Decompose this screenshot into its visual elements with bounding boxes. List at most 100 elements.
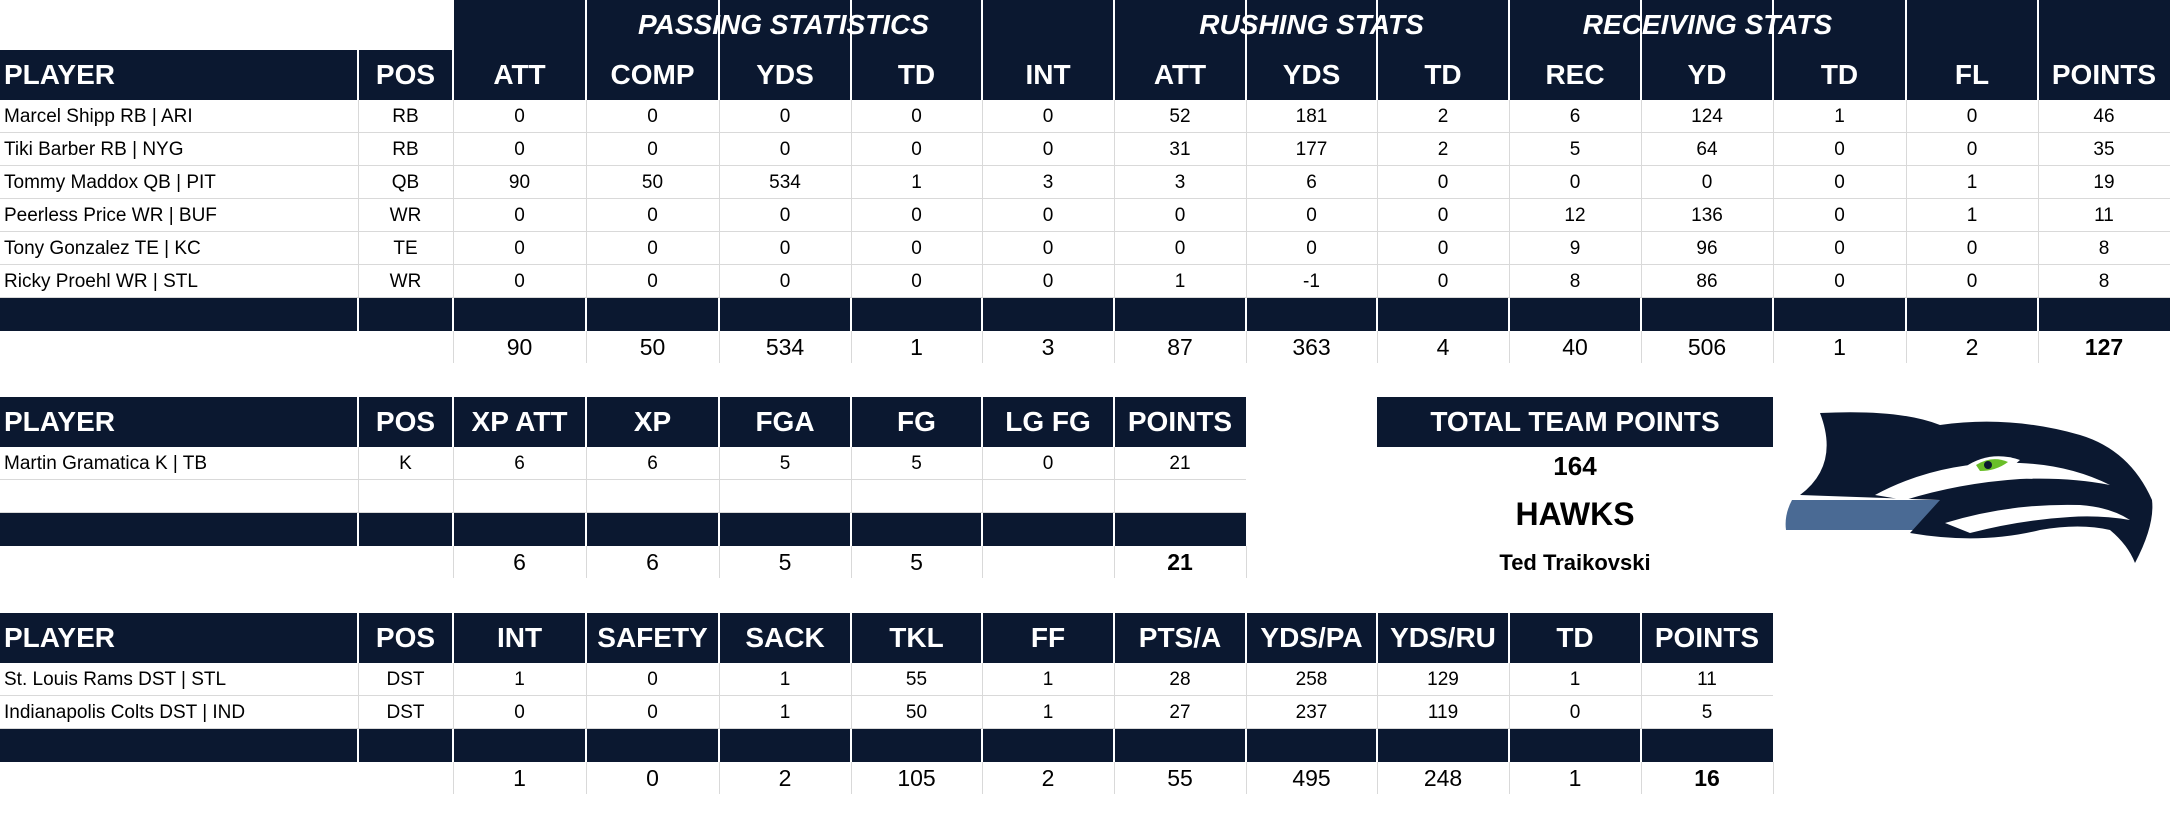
stat-cell: 64 — [1696, 138, 1718, 160]
totals-divider — [851, 546, 852, 578]
stat-total: 248 — [1423, 764, 1463, 791]
stat-cell: 0 — [647, 138, 658, 160]
header-divider — [1245, 0, 1247, 100]
totals-divider — [719, 546, 720, 578]
stat-total: 90 — [506, 333, 533, 360]
stat-cell: 534 — [769, 171, 801, 193]
stat-cell: 1 — [1042, 701, 1054, 723]
stat-cell: 55 — [905, 668, 928, 690]
team-name: HAWKS — [1515, 495, 1635, 532]
stat-cell: 19 — [2093, 171, 2115, 193]
column-header: FGA — [755, 406, 815, 437]
separator-divider — [357, 298, 359, 331]
stat-cell: 237 — [1295, 701, 1328, 723]
separator-divider — [452, 298, 454, 331]
column-divider — [1906, 100, 1907, 298]
player-name: Peerless Price WR | BUF — [4, 204, 217, 226]
separator-divider — [452, 513, 454, 546]
stat-cell: 124 — [1691, 105, 1723, 127]
stat-total — [982, 546, 1114, 578]
separator-divider — [2037, 298, 2039, 331]
stat-total: 1 — [513, 764, 526, 791]
totals-divider — [1641, 762, 1642, 794]
column-header: XP — [633, 406, 672, 437]
column-divider — [586, 447, 587, 513]
stat-cell: 0 — [1174, 204, 1186, 226]
column-divider — [851, 663, 852, 729]
stat-cell: WR — [389, 270, 422, 292]
separator-divider — [1508, 729, 1510, 762]
column-header: YDS — [1282, 59, 1341, 90]
stat-cell: 3 — [1042, 171, 1054, 193]
stat-cell: 0 — [514, 138, 525, 160]
totals-divider — [453, 762, 454, 794]
stat-total: 55 — [1167, 764, 1193, 791]
totals-divider — [1246, 331, 1247, 363]
stat-cell: 1 — [1834, 105, 1845, 127]
separator-divider — [1772, 298, 1774, 331]
header-divider — [981, 0, 983, 100]
totals-divider — [719, 762, 720, 794]
separator-bar — [0, 513, 1246, 546]
column-divider — [453, 100, 454, 298]
stat-cell: 0 — [911, 138, 922, 160]
separator-divider — [585, 729, 587, 762]
column-divider — [586, 100, 587, 298]
totals-divider — [1246, 762, 1247, 794]
stat-cell: 0 — [1966, 270, 1978, 292]
column-header: ATT — [493, 59, 546, 90]
header-divider — [1113, 0, 1115, 100]
stat-cell: 0 — [514, 204, 525, 226]
stat-total: 5 — [910, 548, 923, 575]
column-header: POS — [375, 622, 436, 653]
stat-cell: 258 — [1295, 668, 1328, 690]
totals-divider — [982, 546, 983, 578]
totals-divider — [719, 331, 720, 363]
stat-total: 2 — [778, 764, 792, 791]
stat-cell: 0 — [647, 701, 658, 723]
stat-cell: 0 — [514, 105, 525, 127]
stat-cell: 0 — [514, 237, 525, 259]
stat-cell: 0 — [647, 237, 658, 259]
stat-cell: RB — [392, 105, 419, 127]
stat-cell: 1 — [1966, 171, 1978, 193]
column-header: PTS/A — [1138, 622, 1222, 653]
column-divider — [358, 447, 359, 513]
separator-divider — [1376, 729, 1378, 762]
column-divider — [453, 663, 454, 729]
totals-divider — [1114, 546, 1115, 578]
stat-cell: 1 — [1569, 668, 1581, 690]
totals-divider — [851, 331, 852, 363]
totals-divider — [1509, 762, 1510, 794]
column-header: TD — [897, 59, 936, 90]
stat-cell: 1 — [1966, 204, 1978, 226]
header-divider — [850, 397, 852, 447]
separator-bar — [0, 298, 2170, 331]
stat-cell: K — [399, 452, 412, 474]
stat-total: 506 — [1687, 333, 1727, 360]
stat-cell: 0 — [1306, 204, 1317, 226]
column-header: POINTS — [2051, 59, 2157, 90]
stat-cell: 46 — [2093, 105, 2115, 127]
header-divider — [718, 613, 720, 663]
separator-divider — [1640, 729, 1642, 762]
separator-divider — [1640, 298, 1642, 331]
column-header: PLAYER — [4, 622, 116, 653]
stat-cell: 0 — [1042, 105, 1054, 127]
stat-cell: DST — [386, 668, 425, 690]
column-divider — [719, 100, 720, 298]
row-divider — [0, 165, 2170, 166]
header-divider — [357, 613, 359, 663]
stat-cell: 5 — [1701, 701, 1713, 723]
stat-cell: 8 — [2098, 270, 2110, 292]
header-divider — [357, 397, 359, 447]
stat-total: 105 — [897, 764, 936, 791]
stat-cell: 0 — [1042, 204, 1054, 226]
column-divider — [982, 447, 983, 513]
stat-cell: 12 — [1564, 204, 1586, 226]
column-divider — [1641, 663, 1642, 729]
header-divider — [452, 0, 454, 100]
separator-divider — [1376, 298, 1378, 331]
stat-cell: 27 — [1169, 701, 1191, 723]
stat-cell: 0 — [1042, 138, 1054, 160]
